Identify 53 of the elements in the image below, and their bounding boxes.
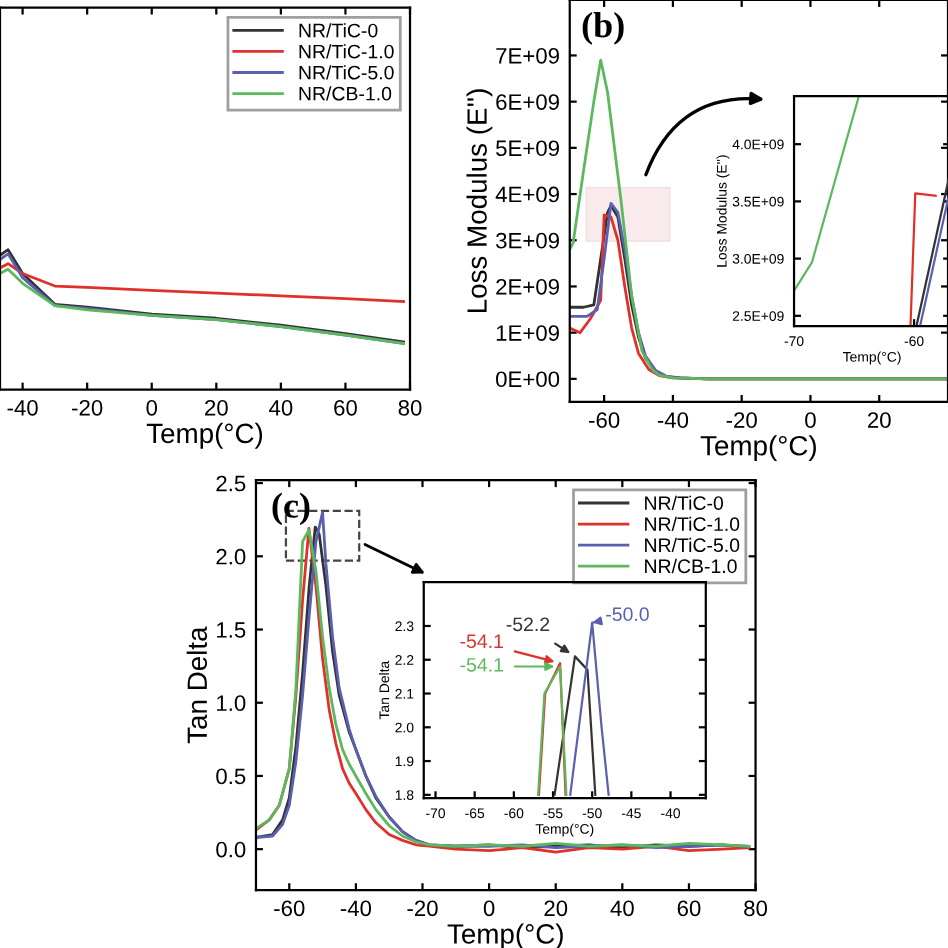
x-tick-label: -20 bbox=[72, 399, 103, 416]
y-tick-label: 3E+09 bbox=[496, 232, 559, 249]
y-tick-label: 2E+09 bbox=[496, 278, 559, 295]
x-tick-label: 60 bbox=[677, 900, 701, 917]
y-axis-title: Loss Modulus (E'') bbox=[466, 89, 493, 313]
x-tick-label: -60 bbox=[589, 412, 620, 428]
y-tick-label: 1.0 bbox=[217, 695, 246, 712]
x-tick-label: 60 bbox=[334, 399, 357, 416]
y-tick-label: 2.0 bbox=[216, 548, 246, 565]
x-tick-label: 0 bbox=[146, 399, 158, 416]
x-tick-label: 40 bbox=[269, 399, 293, 416]
y-tick-label: 0E+00 bbox=[496, 371, 560, 388]
x-tick-label: 20 bbox=[205, 399, 228, 416]
x-tick-label: 80 bbox=[744, 900, 768, 917]
legend-label: NR/CB-1.0 bbox=[645, 558, 737, 574]
x-tick-label: 0 bbox=[805, 412, 816, 428]
legend-label: NR/TiC-5.0 bbox=[645, 537, 740, 553]
x-axis-title: Temp(°C) bbox=[146, 422, 263, 449]
legend-label: NR/TiC-0 bbox=[645, 495, 724, 510]
chart-title: (c) bbox=[272, 492, 310, 526]
y-tick-label: 1E+09 bbox=[496, 325, 559, 341]
annotation: -52.2 bbox=[506, 617, 550, 632]
annotation: -50.0 bbox=[606, 607, 649, 622]
y-tick-label: 1.5 bbox=[217, 622, 246, 638]
x-tick-label: 80 bbox=[398, 399, 422, 416]
legend-label: NR/TiC-1.0 bbox=[645, 516, 740, 532]
line-series bbox=[569, 58, 948, 381]
y-tick-label: 0.0 bbox=[216, 841, 246, 858]
annotation: -54.1 bbox=[460, 634, 503, 649]
chart-title: (b) bbox=[582, 12, 624, 45]
legend-label: NR/TiC-0 bbox=[299, 23, 378, 38]
legend-label: NR/TiC-5.0 bbox=[299, 65, 394, 80]
y-tick-label: 7E+09 bbox=[496, 47, 559, 64]
x-tick-label: -40 bbox=[657, 412, 689, 428]
y-axis-title: Tan Delta bbox=[186, 626, 208, 744]
x-tick-label: 40 bbox=[610, 900, 634, 917]
x-tick-label: -40 bbox=[7, 399, 38, 416]
x-tick-label: 20 bbox=[867, 412, 891, 428]
y-tick-label: 0.5 bbox=[216, 768, 246, 785]
y-tick-label: 5E+09 bbox=[496, 140, 559, 157]
legend-label: NR/CB-1.0 bbox=[299, 86, 392, 101]
x-tick-label: 0 bbox=[483, 900, 495, 917]
x-tick-label: -20 bbox=[407, 900, 438, 917]
y-tick-label: 4E+09 bbox=[495, 186, 559, 203]
x-tick-label: 20 bbox=[544, 900, 568, 917]
x-tick-label: -40 bbox=[340, 900, 372, 917]
y-tick-label: 2.5 bbox=[216, 475, 246, 492]
x-axis-title: Temp(°C) bbox=[700, 435, 816, 462]
y-tick-label: 6E+09 bbox=[496, 94, 559, 110]
annotation: -54.1 bbox=[460, 658, 503, 672]
legend-label: NR/TiC-1.0 bbox=[299, 44, 394, 59]
x-tick-label: -60 bbox=[274, 900, 305, 917]
x-tick-label: -20 bbox=[726, 412, 757, 428]
